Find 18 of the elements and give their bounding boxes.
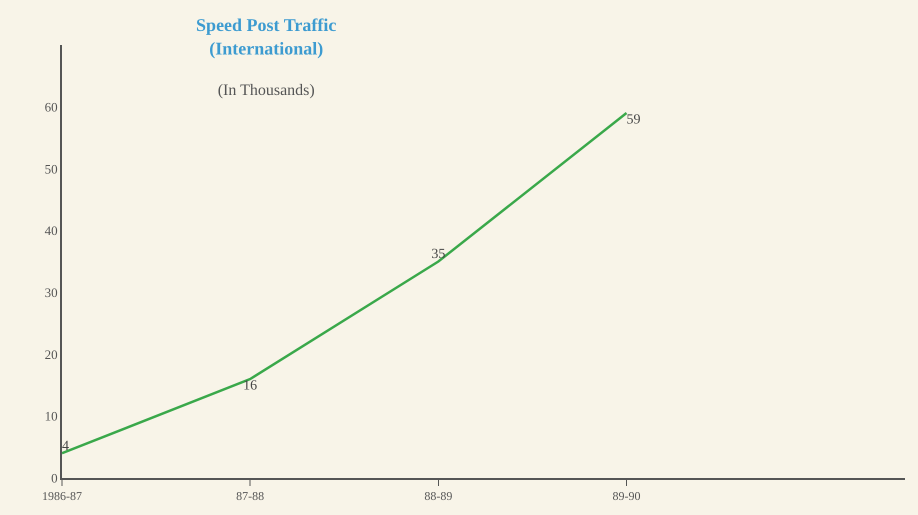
y-tick-label: 50 (44, 161, 58, 176)
x-tick-label: 89-90 (612, 489, 641, 504)
y-tick-label: 30 (44, 284, 58, 300)
data-label: 4 (62, 438, 69, 454)
x-tick-label: 1986-87 (42, 489, 82, 504)
data-label: 35 (431, 247, 446, 262)
text: (In Thousands) (218, 82, 315, 100)
y-tick-label: 10 (44, 408, 58, 424)
chart-title: Speed Post Traffic (International) (196, 14, 336, 58)
y-tick-label: 20 (44, 346, 58, 362)
y-tick-label: 40 (44, 223, 58, 238)
data-label: 16 (243, 378, 258, 394)
y-tick-label: 60 (44, 99, 58, 114)
line-series (62, 112, 628, 455)
x-tick-label: 88-89 (424, 489, 452, 504)
x-tick-label: 87-88 (236, 489, 264, 504)
y-tick-label: 0 (51, 470, 58, 486)
data-label: 59 (626, 112, 641, 128)
